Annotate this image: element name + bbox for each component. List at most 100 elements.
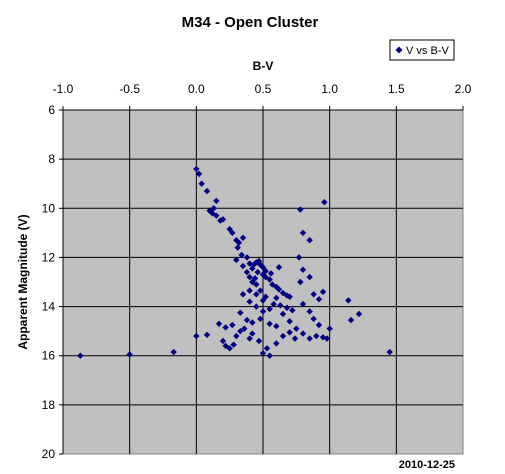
- data-point: [170, 348, 177, 356]
- x-axis-ticks: -1.0 -0.5 0.0 0.5 1.0 1.5 2.0: [53, 82, 472, 110]
- data-point: [262, 273, 269, 281]
- data-points: [77, 165, 393, 359]
- data-point: [326, 325, 333, 332]
- chart-title: M34 - Open Cluster: [182, 14, 319, 31]
- legend-label: V vs B-V: [406, 45, 449, 57]
- data-point: [198, 180, 205, 187]
- data-point: [237, 327, 244, 335]
- data-point: [246, 287, 253, 294]
- data-point: [253, 281, 260, 288]
- data-point: [386, 348, 393, 356]
- data-point: [250, 261, 257, 268]
- data-point: [77, 352, 84, 359]
- data-point: [193, 332, 200, 340]
- data-point: [283, 304, 291, 311]
- data-point: [239, 262, 247, 270]
- data-point: [222, 342, 229, 350]
- y-tick-label: 20: [42, 447, 56, 461]
- data-point: [299, 229, 307, 237]
- x-tick-label: 0.0: [188, 82, 205, 96]
- data-point: [286, 293, 293, 300]
- x-tick-label: -1.0: [53, 82, 74, 96]
- data-point: [299, 330, 307, 337]
- data-point: [249, 330, 256, 337]
- data-point: [263, 345, 271, 352]
- data-point: [249, 278, 256, 286]
- x-tick-label: 0.5: [255, 82, 272, 96]
- data-point: [315, 321, 323, 329]
- data-point: [255, 257, 263, 265]
- legend-marker: [395, 46, 403, 54]
- x-tick-label: 2.0: [455, 82, 472, 96]
- data-point: [266, 320, 273, 327]
- data-point: [213, 212, 220, 219]
- data-point: [254, 268, 261, 276]
- data-point: [299, 266, 307, 273]
- data-point: [213, 197, 220, 205]
- data-point: [259, 297, 267, 304]
- y-tick-label: 16: [42, 349, 56, 363]
- data-point: [195, 170, 203, 178]
- data-point: [239, 291, 247, 298]
- y-tick-label: 14: [42, 300, 56, 314]
- data-point: [233, 332, 240, 340]
- data-point: [310, 291, 317, 298]
- data-point: [347, 316, 355, 324]
- data-point: [235, 239, 243, 246]
- data-point: [257, 287, 264, 294]
- y-axis-ticks: 6 8 10 12 14 16 18 20: [42, 103, 63, 461]
- data-point: [279, 289, 287, 297]
- data-point: [273, 294, 280, 302]
- data-point: [249, 319, 256, 326]
- data-point: [295, 254, 303, 261]
- data-point: [266, 276, 273, 283]
- x-tick-label: 1.0: [321, 82, 338, 96]
- data-point: [306, 273, 313, 281]
- data-point: [267, 270, 275, 277]
- data-point: [203, 331, 211, 339]
- data-point: [234, 244, 241, 251]
- data-point: [293, 325, 300, 332]
- data-point: [310, 315, 317, 323]
- data-point: [246, 273, 253, 281]
- data-point: [299, 300, 307, 308]
- data-point: [243, 254, 251, 261]
- data-point: [203, 187, 211, 195]
- data-point: [257, 315, 264, 323]
- legend: V vs B-V: [389, 39, 455, 61]
- data-point: [246, 335, 253, 342]
- data-point: [266, 305, 273, 313]
- y-tick-label: 10: [42, 201, 56, 215]
- data-point: [246, 298, 253, 305]
- y-tick-label: 12: [42, 250, 56, 264]
- data-point: [243, 268, 251, 276]
- data-point: [306, 308, 313, 315]
- data-point: [319, 288, 327, 296]
- data-point: [226, 345, 233, 352]
- data-point: [259, 308, 267, 315]
- data-point: [239, 234, 247, 241]
- data-point: [279, 332, 287, 340]
- data-point: [291, 335, 299, 342]
- data-point: [315, 296, 323, 303]
- data-point: [215, 320, 223, 327]
- data-point: [193, 165, 200, 173]
- x-tick-label: 1.5: [388, 82, 405, 96]
- data-point: [237, 309, 244, 316]
- data-point: [355, 310, 363, 318]
- y-tick-label: 8: [48, 152, 55, 166]
- data-point: [210, 205, 217, 212]
- x-axis-title: B-V: [253, 59, 274, 73]
- data-point: [253, 303, 260, 310]
- data-point: [270, 300, 277, 308]
- data-point: [241, 325, 248, 332]
- data-point: [230, 341, 237, 348]
- data-point: [262, 267, 269, 275]
- data-point: [275, 286, 283, 293]
- data-point: [323, 335, 331, 342]
- data-point: [273, 323, 280, 330]
- data-point: [259, 350, 267, 357]
- data-point: [222, 324, 229, 331]
- data-point: [266, 352, 273, 359]
